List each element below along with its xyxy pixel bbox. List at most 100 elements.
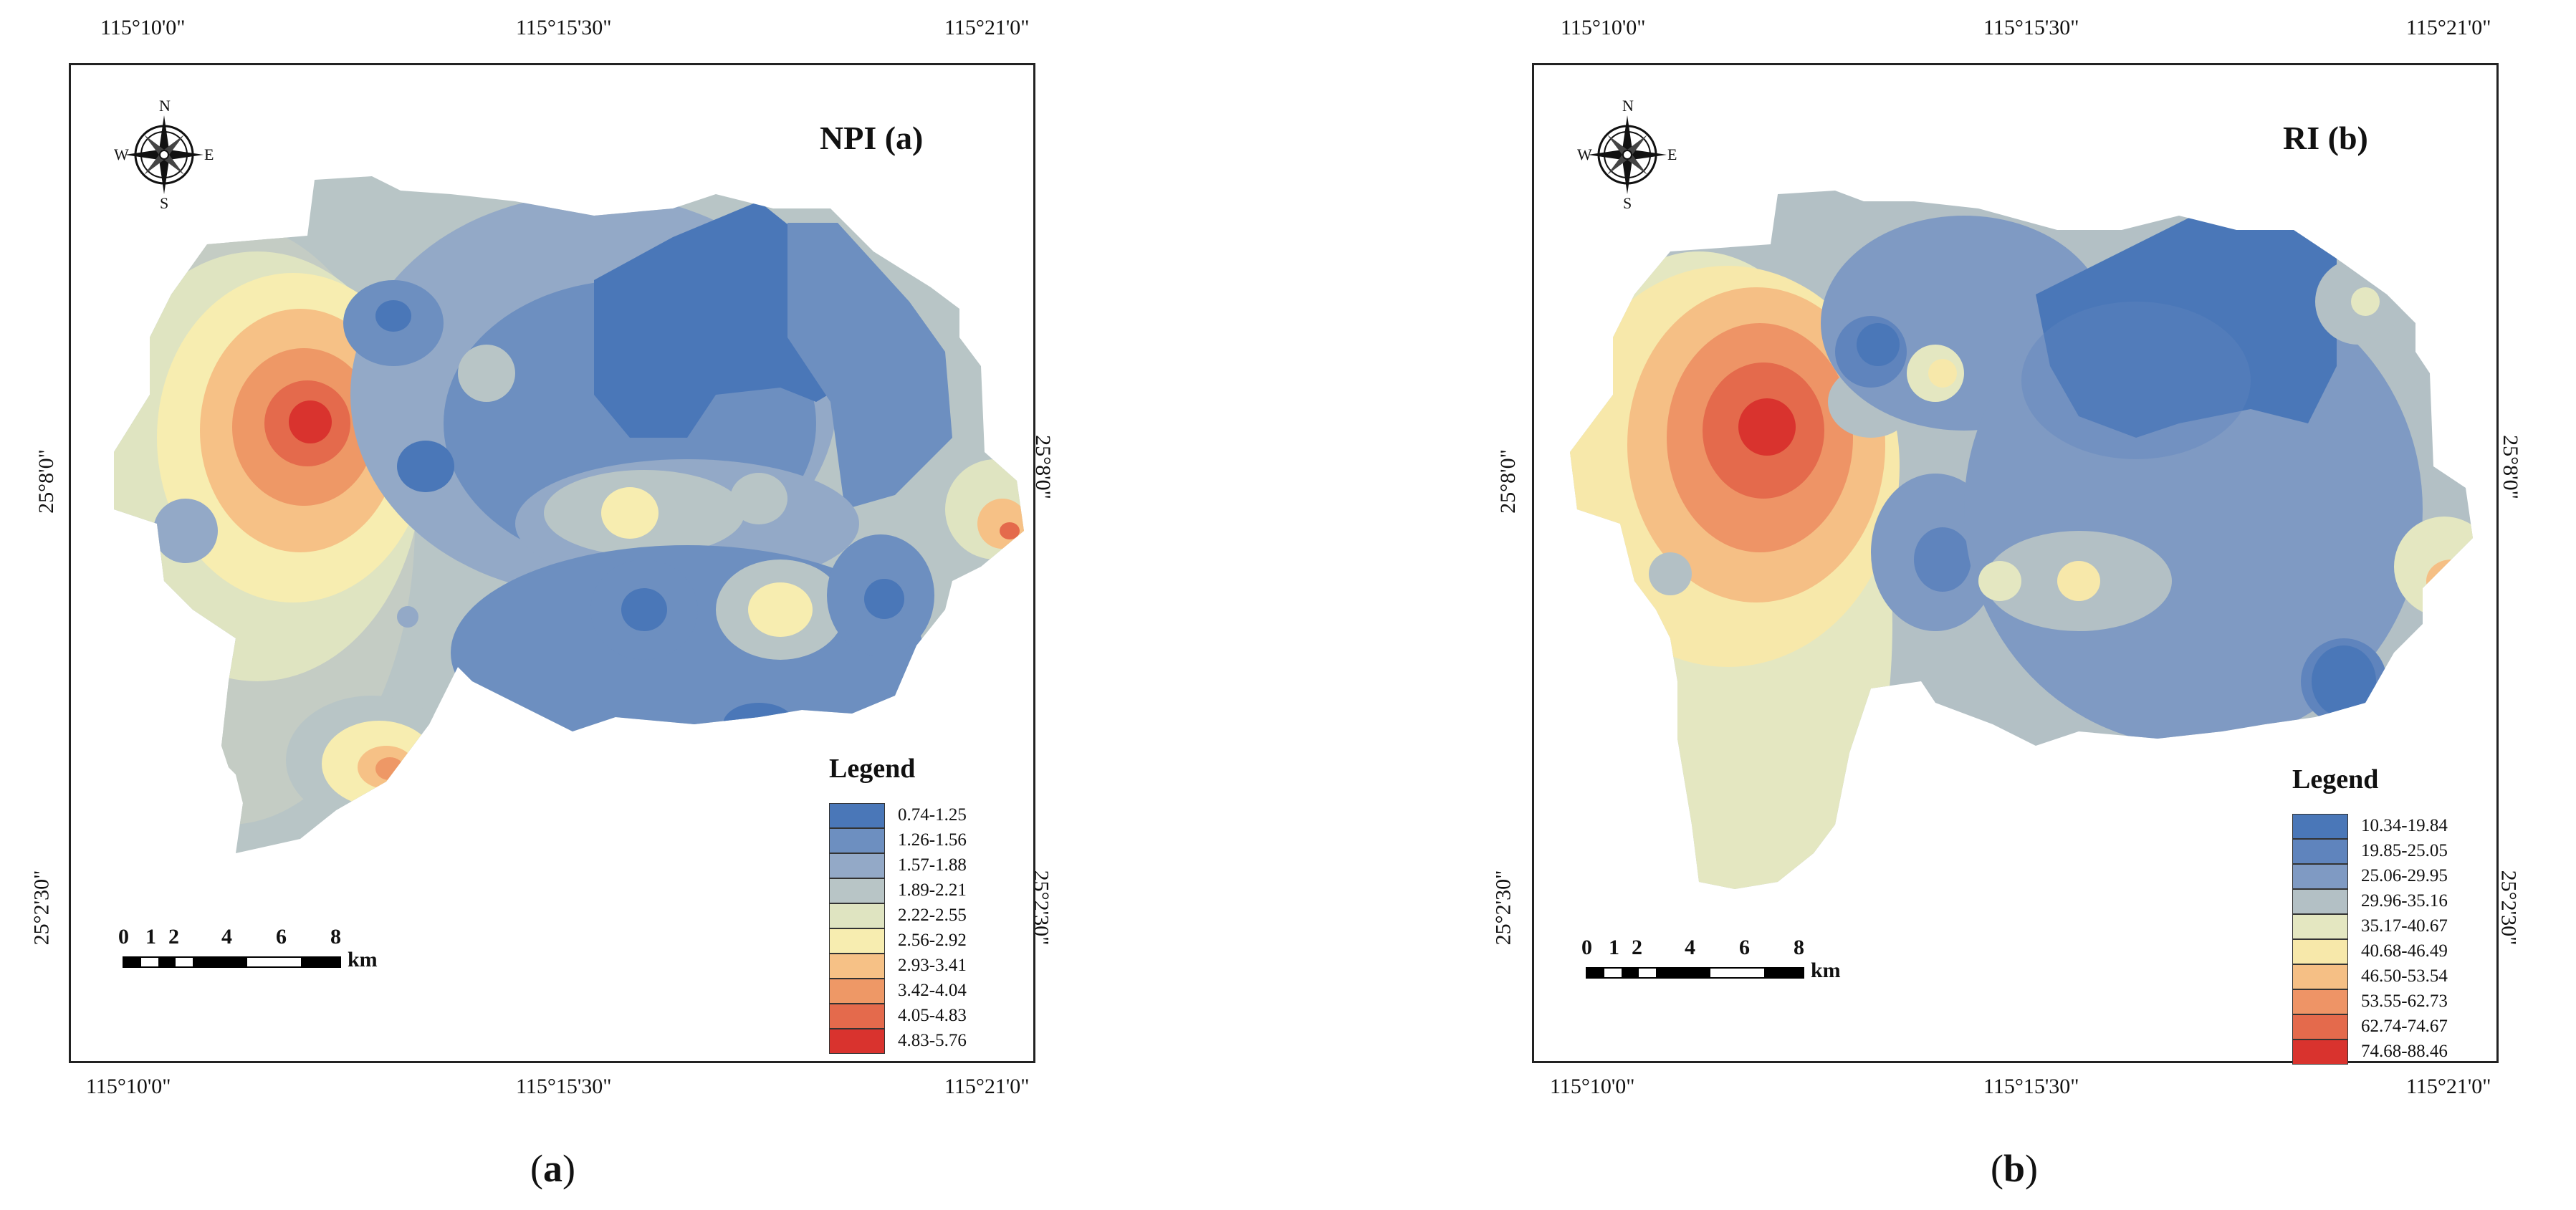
legend-label: 1.89-2.21 [898, 880, 967, 900]
map-frame-b: RI (b) N S W E Legend 10.34-19.84 19.85-2… [1532, 63, 2499, 1065]
legend-swatch [829, 954, 885, 979]
north-arrow-b: N S W E [1577, 94, 1677, 212]
scale-label: 6 [276, 925, 287, 949]
scale-bar-b: 0 1 2 4 6 8 km [1581, 936, 1882, 993]
legend-title-a: Legend [829, 754, 916, 784]
scale-label: 4 [221, 925, 232, 949]
scale-label: 0 [1581, 936, 1592, 959]
legend-swatch [829, 1029, 885, 1054]
scale-bar-graphic [123, 956, 341, 968]
tick-left-1: 25°8'0" [34, 449, 58, 514]
legend-swatch [829, 928, 885, 954]
scale-label: 4 [1685, 936, 1695, 959]
tick-top-3: 115°21'0" [944, 16, 1030, 39]
caption-open-paren: ( [530, 1147, 543, 1190]
legend-label: 53.55-62.73 [2361, 991, 2448, 1011]
legend-title-b: Legend [2292, 764, 2379, 794]
scale-bar-a: 0 1 2 4 6 8 km [118, 925, 419, 982]
legend-label: 2.93-3.41 [898, 956, 967, 975]
legend-swatch [829, 803, 885, 828]
compass-w: W [1577, 145, 1592, 163]
legend-swatch [2292, 964, 2348, 989]
legend-swatch [829, 979, 885, 1004]
legend-label: 4.05-4.83 [898, 1006, 967, 1025]
caption-open-paren: ( [1991, 1147, 2003, 1190]
legend-label: 1.26-1.56 [898, 830, 967, 850]
legend-label: 35.17-40.67 [2361, 916, 2448, 936]
legend-swatch [829, 903, 885, 928]
tick-bottom-3: 115°21'0" [944, 1075, 1030, 1098]
contour-layers-b [1570, 191, 2473, 889]
compass-n: N [159, 97, 171, 115]
north-arrow-a: N S W E [114, 94, 214, 212]
legend-label: 25.06-29.95 [2361, 866, 2448, 885]
tick-bottom-1: 115°10'0" [86, 1075, 171, 1098]
scale-label: 8 [1794, 936, 1804, 959]
contour-map-a [114, 176, 1024, 853]
caption-a: (a) [530, 1146, 575, 1191]
tick-left-1: 25°8'0" [1495, 449, 1520, 514]
legend-label: 4.83-5.76 [898, 1031, 967, 1050]
legend-label: 19.85-25.05 [2361, 841, 2448, 860]
panel-a: 115°10'0" 115°15'30" 115°21'0" 115°10'0"… [29, 16, 1055, 1191]
legend-swatch [2292, 864, 2348, 889]
tick-top-1: 115°10'0" [100, 16, 186, 39]
tick-left-2: 25°2'30" [1491, 870, 1516, 946]
compass-s: S [160, 194, 169, 212]
compass-rose-icon [1588, 115, 1667, 194]
legend-label: 62.74-74.67 [2361, 1017, 2448, 1036]
scale-unit: km [1811, 959, 1841, 982]
legend-swatch [829, 1004, 885, 1029]
tick-bottom-2: 115°15'30" [516, 1075, 612, 1098]
legend-label: 1.57-1.88 [898, 855, 967, 875]
legend-label: 2.22-2.55 [898, 906, 967, 925]
tick-right-2: 25°2'30" [2496, 870, 2521, 946]
caption-letter: a [542, 1147, 562, 1190]
contour-map-b [1570, 191, 2473, 889]
compass-rose-icon [125, 115, 204, 194]
scale-label: 0 [118, 925, 129, 949]
panel-b: 115°10'0" 115°15'30" 115°21'0" 115°10'0"… [1288, 0, 2576, 1210]
legend-label: 3.42-4.04 [898, 981, 967, 1000]
tick-top-2: 115°15'30" [1983, 16, 2079, 39]
scale-unit: km [348, 948, 378, 971]
scale-label: 1 [145, 925, 156, 949]
compass-e: E [1667, 145, 1677, 163]
legend-label: 0.74-1.25 [898, 805, 967, 825]
map-frame-a: NPI (a) N S W E Legend 0.74-1.25 1.26-1.5… [69, 63, 1035, 1063]
scale-label: 1 [1609, 936, 1619, 959]
legend-swatch [2292, 1039, 2348, 1065]
scale-bar-graphic [1586, 967, 1804, 979]
compass-s: S [1623, 194, 1632, 212]
scale-label: 8 [330, 925, 341, 949]
tick-top-1: 115°10'0" [1561, 16, 1646, 39]
tick-bottom-3: 115°21'0" [2406, 1075, 2491, 1098]
legend-swatch [2292, 889, 2348, 914]
legend-swatch [829, 878, 885, 903]
legend-swatch [2292, 1014, 2348, 1039]
caption-b: (b) [1991, 1146, 2038, 1191]
contour-layers-a [114, 176, 1024, 853]
map-title-b: RI (b) [2283, 120, 2368, 156]
legend-label: 29.96-35.16 [2361, 891, 2448, 911]
legend-swatch [2292, 939, 2348, 964]
caption-letter: b [2003, 1147, 2026, 1190]
tick-top-2: 115°15'30" [516, 16, 612, 39]
scale-label: 2 [1632, 936, 1642, 959]
legend-label: 40.68-46.49 [2361, 941, 2448, 961]
tick-left-2: 25°2'30" [29, 870, 54, 946]
tick-top-3: 115°21'0" [2406, 16, 2491, 39]
scale-label: 2 [168, 925, 179, 949]
tick-right-1: 25°8'0" [2498, 435, 2522, 499]
map-title-a: NPI (a) [820, 120, 924, 156]
legend-label: 2.56-2.92 [898, 931, 967, 950]
tick-bottom-2: 115°15'30" [1983, 1075, 2079, 1098]
tick-bottom-1: 115°10'0" [1550, 1075, 1635, 1098]
scale-label: 6 [1739, 936, 1750, 959]
legend-swatch [829, 853, 885, 878]
legend-swatch [2292, 914, 2348, 939]
legend-label: 46.50-53.54 [2361, 966, 2448, 986]
caption-close-paren: ) [562, 1147, 575, 1190]
legend-swatch [2292, 839, 2348, 864]
compass-w: W [114, 145, 129, 163]
